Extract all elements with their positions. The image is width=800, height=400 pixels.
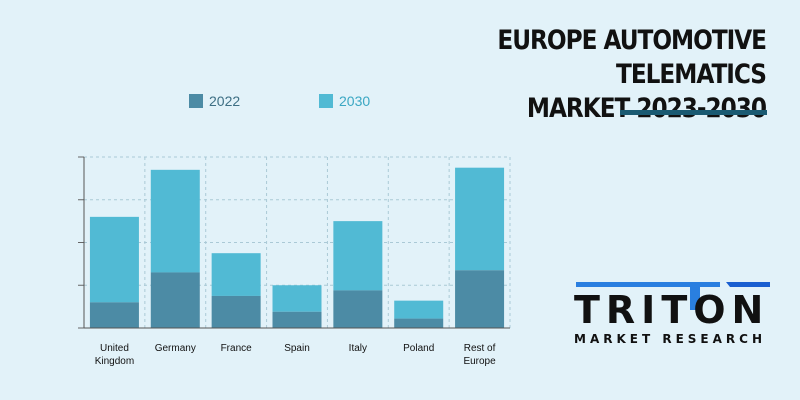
chart-title-line-1: EUROPE AUTOMOTIVE TELEMATICS [497,25,767,90]
bar-2030 [211,253,261,296]
bar-2030 [455,167,505,271]
bar-2030 [89,216,139,303]
logo-brand-text: TRITON [574,288,770,332]
x-tick-label: Rest of [464,343,496,354]
bar-2022 [394,318,444,328]
x-tick-label: United [100,343,129,354]
legend-label-2030: 2030 [339,93,371,109]
legend-swatch-2030 [319,94,333,108]
bar-2030 [333,221,383,291]
x-tick-label: Europe [463,356,496,367]
bar-2030 [272,285,322,312]
x-tick-label: Poland [403,343,434,354]
x-tick-label: Italy [349,343,367,354]
x-tick-label: Germany [155,343,196,354]
bar-2022 [333,290,383,328]
bar-2030 [150,169,200,273]
bar-2022 [89,302,139,328]
legend-label-2022: 2022 [209,93,241,109]
bar-2022 [150,272,200,328]
x-tick-label: France [221,343,253,354]
chart-title-line-2: MARKET 2023-2030 [526,93,767,124]
logo-mark-icon [576,282,770,310]
bar-2030 [394,300,444,319]
title-underline [620,110,767,115]
x-tick-label: Spain [284,343,310,354]
logo-subtitle: MARKET RESEARCH [574,332,766,346]
x-tick-label: Kingdom [95,356,134,367]
bar-2022 [455,270,505,328]
triton-logo: TRITON MARKET RESEARCH [570,280,770,350]
chart-title: EUROPE AUTOMOTIVE TELEMATICS MARKET 2023… [405,24,767,126]
bar-2022 [272,311,322,328]
bar-2022 [211,295,261,328]
legend-swatch-2022 [189,94,203,108]
